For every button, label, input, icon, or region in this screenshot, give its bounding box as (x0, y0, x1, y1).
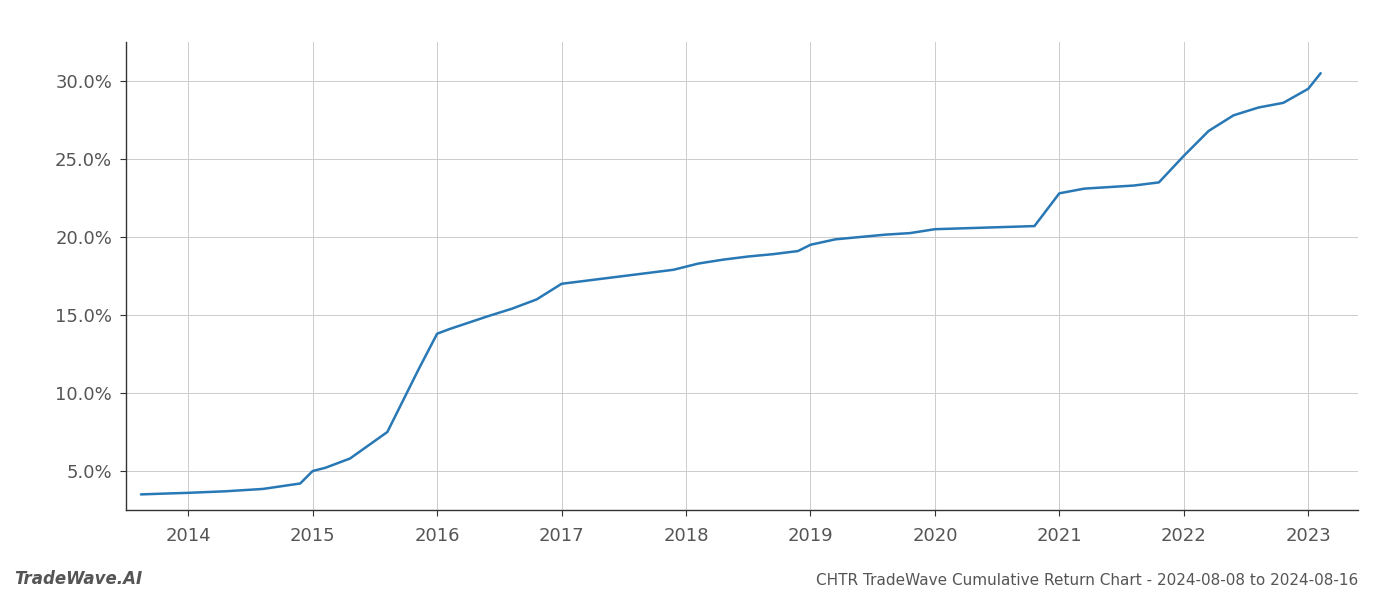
Text: TradeWave.AI: TradeWave.AI (14, 570, 143, 588)
Text: CHTR TradeWave Cumulative Return Chart - 2024-08-08 to 2024-08-16: CHTR TradeWave Cumulative Return Chart -… (816, 573, 1358, 588)
